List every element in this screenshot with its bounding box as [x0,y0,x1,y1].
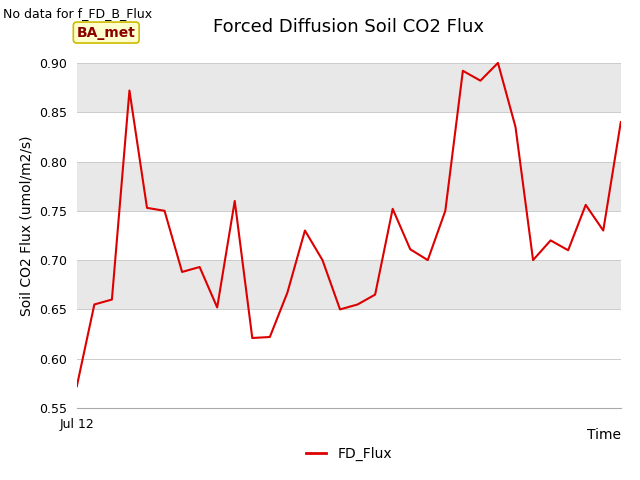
Y-axis label: Soil CO2 Flux (umol/m2/s): Soil CO2 Flux (umol/m2/s) [20,135,33,316]
Text: Time: Time [587,428,621,442]
Text: BA_met: BA_met [77,25,136,39]
Bar [77,161,621,211]
Bar [77,260,621,310]
Bar [77,63,621,112]
Text: No data for f_FD_B_Flux: No data for f_FD_B_Flux [3,7,152,20]
Legend: FD_Flux: FD_Flux [300,442,397,467]
Title: Forced Diffusion Soil CO2 Flux: Forced Diffusion Soil CO2 Flux [213,18,484,36]
